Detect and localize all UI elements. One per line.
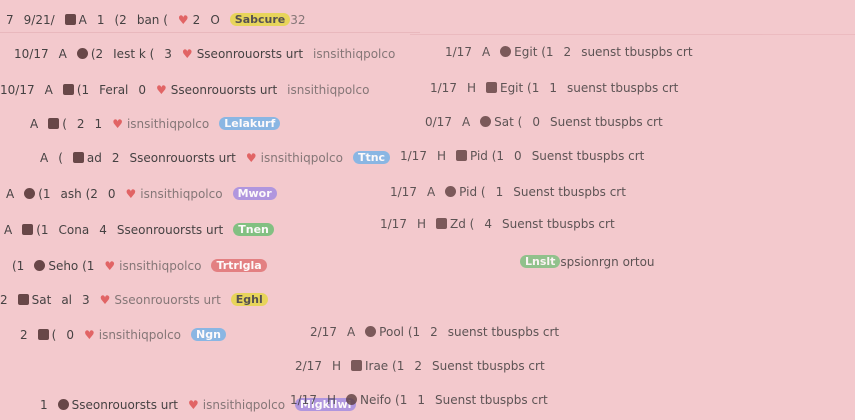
heart-icon[interactable]: ♥ xyxy=(245,150,257,165)
status-icon xyxy=(62,84,74,95)
user-icon xyxy=(57,399,69,410)
table-row[interactable]: 1/17 A Egit (1 2 suenst tbuspbs crt xyxy=(445,44,693,59)
heart-icon[interactable]: ♥ xyxy=(156,82,167,97)
table-row[interactable]: Lnslt spsionrgn ortou xyxy=(520,252,665,271)
heart-icon[interactable]: ♥ xyxy=(188,397,199,412)
heart-icon[interactable]: ♥ xyxy=(99,292,111,307)
team-icon xyxy=(455,150,467,161)
heart-icon[interactable]: ♥ xyxy=(181,46,193,61)
table-row[interactable]: 1/17 H Pid (1 0 Suenst tbuspbs crt xyxy=(400,148,645,163)
table-row[interactable]: 1/17 H Neifo (1 1 Suenst tbuspbs crt xyxy=(290,392,548,407)
table-row[interactable]: 1/17 H Zd ( 4 Suenst tbuspbs crt xyxy=(380,216,615,231)
user-icon xyxy=(34,260,46,271)
row-divider xyxy=(0,32,420,33)
table-row[interactable]: 0/17 A Sat ( 0 Suenst tbuspbs crt xyxy=(425,114,663,129)
team-icon xyxy=(17,294,29,305)
heart-icon[interactable]: ♥ xyxy=(125,186,137,201)
table-row[interactable]: 1/17 H Egit (1 1 suenst tbuspbs crt xyxy=(430,80,679,95)
user-icon xyxy=(500,46,512,57)
heart-icon[interactable]: ♥ xyxy=(104,258,116,273)
status-badge: Lnslt xyxy=(520,255,561,268)
table-row[interactable]: A ( ad 2 Sseonrouorsts urt ♥ isnsithiqpo… xyxy=(40,148,391,167)
status-badge: Sabcure xyxy=(229,13,291,26)
table-row[interactable]: 1 Sseonrouorsts urt ♥ isnsithiqpolco Mlg… xyxy=(40,395,357,414)
table-row[interactable]: 2/17 H Irae (1 2 Suenst tbuspbs crt xyxy=(295,358,545,373)
status-badge: Ngn xyxy=(191,328,226,341)
table-row[interactable]: 2/17 A Pool (1 2 suenst tbuspbs crt xyxy=(310,324,560,339)
status-badge: Lelakurf xyxy=(219,117,281,130)
table-row[interactable]: A (1 ash (2 0 ♥ isnsithiqpolco Mwor xyxy=(6,184,277,203)
team-icon xyxy=(22,224,34,235)
user-icon xyxy=(76,48,88,59)
user-icon xyxy=(24,188,36,199)
user-icon xyxy=(480,116,492,127)
status-badge: Ttnc xyxy=(352,151,391,164)
table-row[interactable]: 2 Sat al 3 ♥ Sseonrouorsts urt Eghl xyxy=(0,290,268,309)
status-badge: Mwor xyxy=(232,187,277,200)
heart-icon[interactable]: ♥ xyxy=(83,327,95,342)
team-icon xyxy=(48,118,60,129)
heart-icon[interactable]: ♥ xyxy=(112,116,123,131)
table-row[interactable]: A (1 Cona 4 Sseonrouorsts urt Tnen xyxy=(4,220,274,239)
status-badge: Trtrlgla xyxy=(211,259,267,272)
table-row[interactable]: (1 Seho (1 ♥ isnsithiqpolco Trtrlgla xyxy=(12,256,267,275)
table-row[interactable]: A ( 2 1 ♥ isnsithiqpolco Lelakurf xyxy=(30,114,281,133)
team-icon xyxy=(350,360,362,371)
table-row[interactable]: 7 9/21/ A 1 (2 ban ( ♥ 2 O Sabcure 32 xyxy=(6,12,306,27)
table-row[interactable]: 2 ( 0 ♥ isnsithiqpolco Ngn xyxy=(20,325,226,344)
status-icon xyxy=(64,14,76,25)
team-icon xyxy=(37,329,49,340)
table-row[interactable]: 10/17 A (1 Feral 0 ♥ Sseonrouorsts urt i… xyxy=(0,82,370,97)
team-icon xyxy=(485,82,497,93)
row-divider xyxy=(410,34,855,35)
status-badge: Tnen xyxy=(233,223,274,236)
team-icon xyxy=(72,152,84,163)
table-row[interactable]: 10/17 A (2 Iest k ( 3 ♥ Sseonrouorsts ur… xyxy=(14,46,396,61)
user-icon xyxy=(345,394,357,405)
table-row[interactable]: 1/17 A Pid ( 1 Suenst tbuspbs crt xyxy=(390,184,626,199)
heart-icon[interactable]: ♥ xyxy=(177,12,189,27)
team-icon xyxy=(435,218,447,229)
user-icon xyxy=(445,186,457,197)
status-badge: Mlgkllwi xyxy=(295,398,357,411)
status-badge: Eghl xyxy=(230,293,268,306)
user-icon xyxy=(365,326,377,337)
